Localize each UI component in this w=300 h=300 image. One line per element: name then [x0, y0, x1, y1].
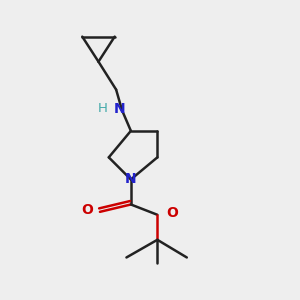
Text: O: O [166, 206, 178, 220]
Text: N: N [125, 172, 137, 186]
Text: H: H [98, 102, 108, 115]
Text: N: N [113, 102, 125, 116]
Text: O: O [81, 203, 93, 218]
